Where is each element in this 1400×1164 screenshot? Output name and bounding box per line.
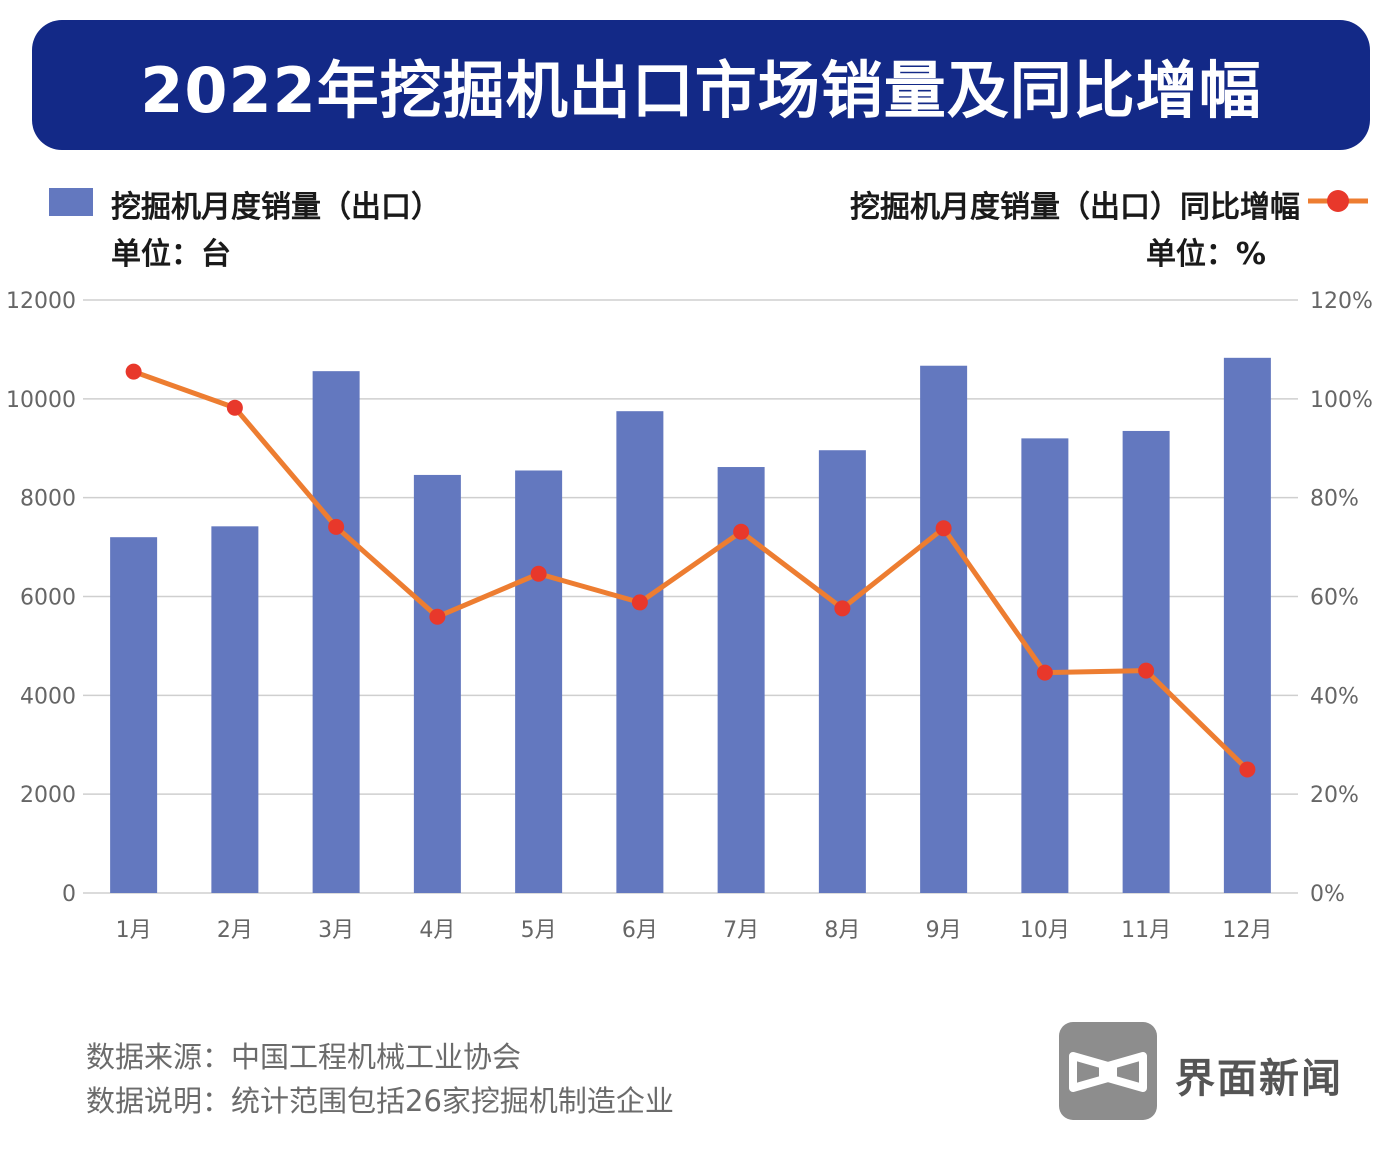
x-tick-label: 6月 — [622, 918, 658, 943]
left-tick-label: 12000 — [6, 289, 76, 314]
bar — [211, 526, 259, 893]
gridlines — [83, 299, 1298, 894]
line-point — [631, 594, 648, 611]
line-point — [125, 363, 142, 380]
bar-unit-label: 单位：台 — [111, 237, 231, 272]
left-tick-label: 4000 — [20, 684, 76, 709]
logo-icon — [1059, 1022, 1157, 1120]
line-point — [429, 608, 446, 625]
bar-legend-swatch — [49, 188, 93, 216]
right-tick-label: 80% — [1310, 487, 1359, 512]
x-tick-label: 11月 — [1121, 918, 1171, 943]
bar-legend-label: 挖掘机月度销量（出口） — [111, 190, 441, 225]
bar-series — [110, 357, 1271, 893]
x-tick-label: 9月 — [926, 918, 962, 943]
line-point — [733, 523, 750, 540]
title-banner: 2022年挖掘机出口市场销量及同比增幅 — [32, 20, 1370, 150]
left-tick-label: 8000 — [20, 487, 76, 512]
combo-chart: 0 2000 4000 6000 8000 10000 12000 0% 20% 40% 60% 8… — [6, 289, 1373, 943]
line-unit-label: 单位：% — [1145, 237, 1266, 272]
line-point — [1138, 662, 1155, 679]
line-point — [834, 600, 851, 617]
bar — [110, 537, 158, 893]
data-note: 数据说明：统计范围包括26家挖掘机制造企业 — [86, 1084, 674, 1118]
line-point — [1036, 664, 1053, 681]
x-tick-label: 2月 — [217, 918, 253, 943]
line-point — [935, 520, 952, 537]
line-point — [530, 565, 547, 582]
line-legend-label: 挖掘机月度销量（出口）同比增幅 — [850, 190, 1300, 225]
bar — [920, 365, 968, 893]
right-axis-ticks: 0% 20% 40% 60% 80% 100% 120% — [1310, 289, 1373, 907]
right-tick-label: 40% — [1310, 684, 1359, 709]
chart-title: 2022年挖掘机出口市场销量及同比增幅 — [140, 54, 1262, 127]
bar — [616, 411, 664, 893]
bar — [818, 450, 866, 893]
x-tick-label: 10月 — [1020, 918, 1070, 943]
logo-text: 界面新闻 — [1175, 1056, 1343, 1102]
right-tick-label: 20% — [1310, 783, 1359, 808]
line-series — [125, 363, 1256, 778]
bar — [1223, 357, 1271, 893]
right-tick-label: 120% — [1310, 289, 1373, 314]
x-axis-ticks: 1月 2月 3月 4月 5月 6月 7月 8月 9月 10月 11月 12月 — [116, 918, 1273, 943]
x-tick-label: 8月 — [824, 918, 860, 943]
line-point — [328, 518, 345, 535]
x-tick-label: 3月 — [318, 918, 354, 943]
bar — [515, 470, 563, 893]
x-tick-label: 5月 — [521, 918, 557, 943]
left-tick-label: 2000 — [20, 783, 76, 808]
left-tick-label: 6000 — [20, 586, 76, 611]
right-tick-label: 0% — [1310, 882, 1345, 907]
left-axis-ticks: 0 2000 4000 6000 8000 10000 12000 — [6, 289, 76, 907]
line-point — [1239, 761, 1256, 778]
left-tick-label: 10000 — [6, 388, 76, 413]
right-tick-label: 100% — [1310, 388, 1373, 413]
right-tick-label: 60% — [1310, 586, 1359, 611]
left-tick-label: 0 — [62, 882, 76, 907]
x-tick-label: 12月 — [1222, 918, 1272, 943]
data-source: 数据来源：中国工程机械工业协会 — [86, 1040, 522, 1074]
bar — [1122, 430, 1170, 893]
x-tick-label: 7月 — [723, 918, 759, 943]
line-point — [226, 399, 243, 416]
line-path — [132, 369, 1250, 772]
bar — [413, 474, 461, 893]
x-tick-label: 4月 — [419, 918, 455, 943]
bar — [312, 371, 360, 893]
line-legend-icon — [1308, 190, 1368, 212]
x-tick-label: 1月 — [116, 918, 152, 943]
